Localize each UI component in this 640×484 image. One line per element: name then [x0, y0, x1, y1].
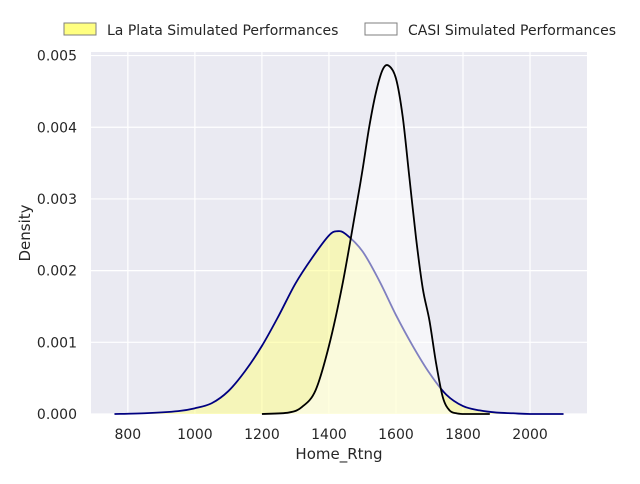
x-tick-label: 1800 [445, 427, 481, 443]
x-tick-label: 2000 [512, 427, 548, 443]
y-tick-label: 0.002 [37, 264, 77, 280]
y-tick-label: 0.005 [37, 49, 77, 65]
legend-swatch-2 [364, 22, 398, 36]
legend-label-1: La Plata Simulated Performances [107, 23, 338, 39]
series-2-area [261, 65, 490, 414]
x-tick-label: 800 [114, 427, 141, 443]
x-tick-label: 1000 [177, 427, 213, 443]
x-tick-label: 1200 [244, 427, 280, 443]
series-layer [114, 64, 564, 415]
y-tick-label: 0.001 [37, 335, 77, 351]
x-axis-label: Home_Rtng [295, 445, 382, 464]
x-tick-label: 1600 [378, 427, 414, 443]
legend-label-2: CASI Simulated Performances [408, 23, 616, 39]
y-tick-label: 0.000 [37, 407, 77, 423]
y-tick-label: 0.004 [37, 120, 77, 136]
x-tick-label: 1400 [311, 427, 347, 443]
legend-swatch-1 [63, 22, 97, 36]
series-2-line [261, 64, 490, 415]
y-axis-ticks: 0.000 0.001 0.002 0.003 0.004 0.005 [37, 49, 77, 423]
y-tick-label: 0.003 [37, 192, 77, 208]
x-axis-ticks: 800 1000 1200 1400 1600 1800 2000 [114, 427, 547, 443]
y-axis-label: Density [16, 204, 34, 261]
legend: La Plata Simulated Performances CASI Simu… [63, 22, 616, 39]
series-1-line [114, 230, 564, 415]
